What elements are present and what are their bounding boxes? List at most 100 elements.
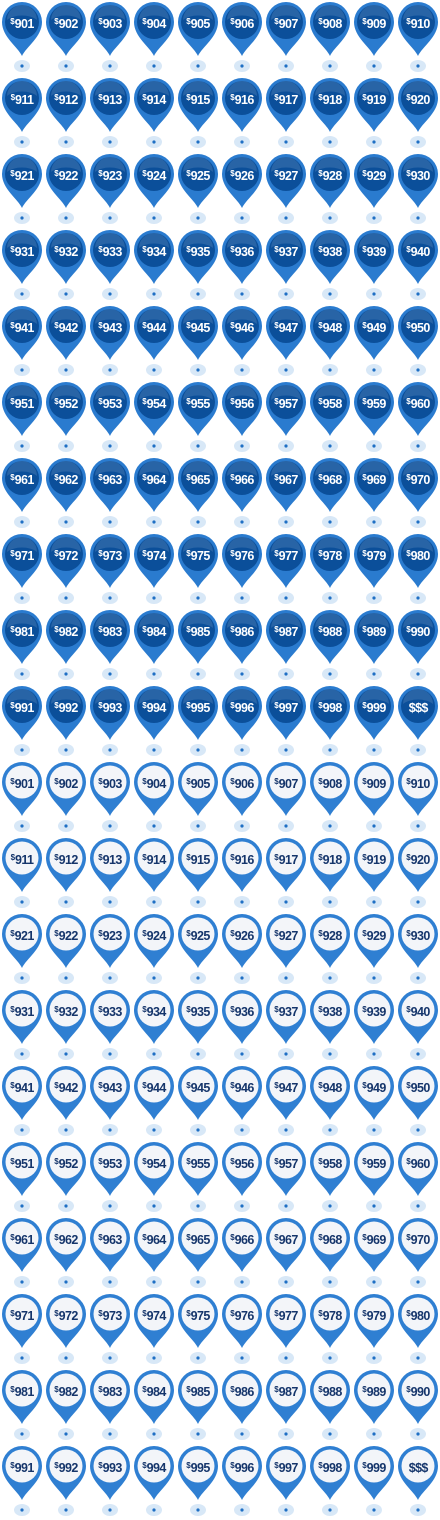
outline-price-marker[interactable]: $967 bbox=[264, 1216, 308, 1292]
outline-price-marker[interactable]: $951 bbox=[0, 1140, 44, 1216]
outline-price-marker[interactable]: $931 bbox=[0, 988, 44, 1064]
outline-price-marker[interactable]: $930 bbox=[396, 912, 440, 988]
outline-price-marker[interactable]: $924 bbox=[132, 912, 176, 988]
outline-price-marker[interactable]: $993 bbox=[88, 1444, 132, 1520]
outline-price-marker[interactable]: $998 bbox=[308, 1444, 352, 1520]
filled-price-marker[interactable]: $968 bbox=[308, 456, 352, 532]
filled-price-marker[interactable]: $901 bbox=[0, 0, 44, 76]
filled-price-marker[interactable]: $933 bbox=[88, 228, 132, 304]
outline-price-marker[interactable]: $947 bbox=[264, 1064, 308, 1140]
outline-price-marker[interactable]: $915 bbox=[176, 836, 220, 912]
filled-price-marker[interactable]: $919 bbox=[352, 76, 396, 152]
outline-price-marker[interactable]: $999 bbox=[352, 1444, 396, 1520]
filled-price-marker[interactable]: $979 bbox=[352, 532, 396, 608]
filled-price-marker[interactable]: $961 bbox=[0, 456, 44, 532]
filled-price-marker[interactable]: $964 bbox=[132, 456, 176, 532]
filled-price-marker[interactable]: $906 bbox=[220, 0, 264, 76]
filled-price-marker[interactable]: $984 bbox=[132, 608, 176, 684]
outline-price-marker[interactable]: $995 bbox=[176, 1444, 220, 1520]
filled-price-marker[interactable]: $902 bbox=[44, 0, 88, 76]
filled-price-marker[interactable]: $988 bbox=[308, 608, 352, 684]
filled-price-marker[interactable]: $966 bbox=[220, 456, 264, 532]
outline-price-marker[interactable]: $920 bbox=[396, 836, 440, 912]
filled-price-marker[interactable]: $$$ bbox=[396, 684, 440, 760]
outline-price-marker[interactable]: $904 bbox=[132, 760, 176, 836]
filled-price-marker[interactable]: $985 bbox=[176, 608, 220, 684]
outline-price-marker[interactable]: $926 bbox=[220, 912, 264, 988]
filled-price-marker[interactable]: $959 bbox=[352, 380, 396, 456]
outline-price-marker[interactable]: $908 bbox=[308, 760, 352, 836]
filled-price-marker[interactable]: $932 bbox=[44, 228, 88, 304]
outline-price-marker[interactable]: $963 bbox=[88, 1216, 132, 1292]
filled-price-marker[interactable]: $937 bbox=[264, 228, 308, 304]
filled-price-marker[interactable]: $915 bbox=[176, 76, 220, 152]
filled-price-marker[interactable]: $957 bbox=[264, 380, 308, 456]
outline-price-marker[interactable]: $974 bbox=[132, 1292, 176, 1368]
filled-price-marker[interactable]: $942 bbox=[44, 304, 88, 380]
filled-price-marker[interactable]: $983 bbox=[88, 608, 132, 684]
outline-price-marker[interactable]: $929 bbox=[352, 912, 396, 988]
filled-price-marker[interactable]: $936 bbox=[220, 228, 264, 304]
filled-price-marker[interactable]: $953 bbox=[88, 380, 132, 456]
outline-price-marker[interactable]: $921 bbox=[0, 912, 44, 988]
outline-price-marker[interactable]: $943 bbox=[88, 1064, 132, 1140]
filled-price-marker[interactable]: $910 bbox=[396, 0, 440, 76]
filled-price-marker[interactable]: $978 bbox=[308, 532, 352, 608]
filled-price-marker[interactable]: $955 bbox=[176, 380, 220, 456]
outline-price-marker[interactable]: $984 bbox=[132, 1368, 176, 1444]
filled-price-marker[interactable]: $971 bbox=[0, 532, 44, 608]
outline-price-marker[interactable]: $$$ bbox=[396, 1444, 440, 1520]
filled-price-marker[interactable]: $920 bbox=[396, 76, 440, 152]
filled-price-marker[interactable]: $974 bbox=[132, 532, 176, 608]
filled-price-marker[interactable]: $930 bbox=[396, 152, 440, 228]
filled-price-marker[interactable]: $916 bbox=[220, 76, 264, 152]
filled-price-marker[interactable]: $938 bbox=[308, 228, 352, 304]
filled-price-marker[interactable]: $960 bbox=[396, 380, 440, 456]
outline-price-marker[interactable]: $955 bbox=[176, 1140, 220, 1216]
outline-price-marker[interactable]: $989 bbox=[352, 1368, 396, 1444]
outline-price-marker[interactable]: $965 bbox=[176, 1216, 220, 1292]
filled-price-marker[interactable]: $980 bbox=[396, 532, 440, 608]
outline-price-marker[interactable]: $969 bbox=[352, 1216, 396, 1292]
filled-price-marker[interactable]: $944 bbox=[132, 304, 176, 380]
outline-price-marker[interactable]: $954 bbox=[132, 1140, 176, 1216]
filled-price-marker[interactable]: $976 bbox=[220, 532, 264, 608]
filled-price-marker[interactable]: $946 bbox=[220, 304, 264, 380]
outline-price-marker[interactable]: $950 bbox=[396, 1064, 440, 1140]
filled-price-marker[interactable]: $924 bbox=[132, 152, 176, 228]
filled-price-marker[interactable]: $970 bbox=[396, 456, 440, 532]
filled-price-marker[interactable]: $973 bbox=[88, 532, 132, 608]
outline-price-marker[interactable]: $909 bbox=[352, 760, 396, 836]
outline-price-marker[interactable]: $905 bbox=[176, 760, 220, 836]
filled-price-marker[interactable]: $905 bbox=[176, 0, 220, 76]
filled-price-marker[interactable]: $918 bbox=[308, 76, 352, 152]
outline-price-marker[interactable]: $912 bbox=[44, 836, 88, 912]
outline-price-marker[interactable]: $962 bbox=[44, 1216, 88, 1292]
outline-price-marker[interactable]: $980 bbox=[396, 1292, 440, 1368]
outline-price-marker[interactable]: $992 bbox=[44, 1444, 88, 1520]
filled-price-marker[interactable]: $951 bbox=[0, 380, 44, 456]
filled-price-marker[interactable]: $941 bbox=[0, 304, 44, 380]
filled-price-marker[interactable]: $948 bbox=[308, 304, 352, 380]
outline-price-marker[interactable]: $939 bbox=[352, 988, 396, 1064]
outline-price-marker[interactable]: $972 bbox=[44, 1292, 88, 1368]
filled-price-marker[interactable]: $996 bbox=[220, 684, 264, 760]
filled-price-marker[interactable]: $909 bbox=[352, 0, 396, 76]
filled-price-marker[interactable]: $965 bbox=[176, 456, 220, 532]
outline-price-marker[interactable]: $946 bbox=[220, 1064, 264, 1140]
outline-price-marker[interactable]: $959 bbox=[352, 1140, 396, 1216]
outline-price-marker[interactable]: $918 bbox=[308, 836, 352, 912]
filled-price-marker[interactable]: $914 bbox=[132, 76, 176, 152]
outline-price-marker[interactable]: $990 bbox=[396, 1368, 440, 1444]
filled-price-marker[interactable]: $931 bbox=[0, 228, 44, 304]
outline-price-marker[interactable]: $988 bbox=[308, 1368, 352, 1444]
filled-price-marker[interactable]: $956 bbox=[220, 380, 264, 456]
outline-price-marker[interactable]: $938 bbox=[308, 988, 352, 1064]
filled-price-marker[interactable]: $989 bbox=[352, 608, 396, 684]
outline-price-marker[interactable]: $983 bbox=[88, 1368, 132, 1444]
filled-price-marker[interactable]: $981 bbox=[0, 608, 44, 684]
outline-price-marker[interactable]: $964 bbox=[132, 1216, 176, 1292]
filled-price-marker[interactable]: $995 bbox=[176, 684, 220, 760]
filled-price-marker[interactable]: $927 bbox=[264, 152, 308, 228]
filled-price-marker[interactable]: $954 bbox=[132, 380, 176, 456]
